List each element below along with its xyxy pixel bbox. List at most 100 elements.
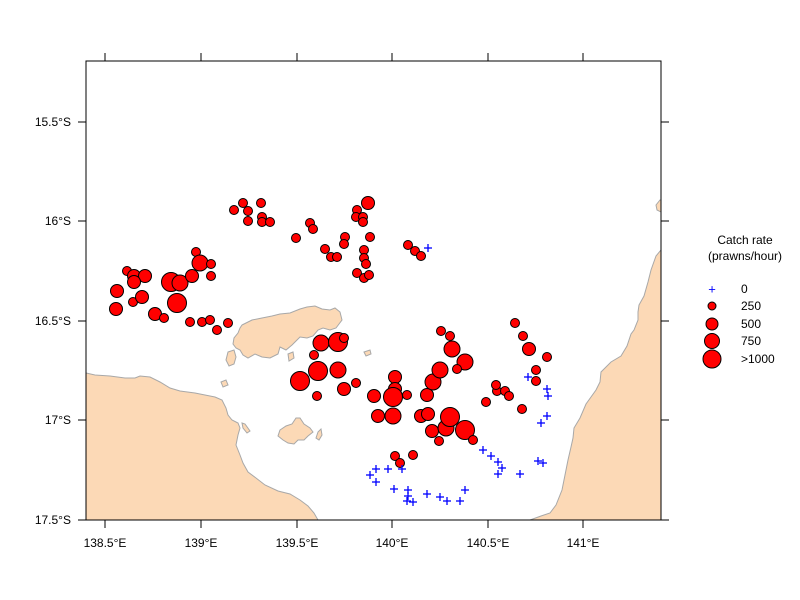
- catch-point: [445, 331, 455, 341]
- catch-point: [332, 252, 342, 262]
- islet: [225, 349, 237, 367]
- catch-point: [452, 364, 462, 374]
- zero-catch-point: [539, 459, 547, 467]
- legend-title-line2: (prawns/hour): [707, 249, 783, 263]
- catch-point: [339, 239, 349, 249]
- zero-catch-point: [384, 465, 392, 473]
- legend-item-750: 750: [690, 333, 800, 351]
- mainland-east: [529, 249, 661, 520]
- zero-catch-point: [404, 492, 412, 500]
- zero-catch-point: [487, 452, 495, 460]
- catch-point: [434, 436, 444, 446]
- catch-point: [351, 378, 361, 388]
- catch-point: [212, 325, 222, 335]
- catch-point: [109, 302, 123, 316]
- zero-catch-point: [479, 446, 487, 454]
- islet: [241, 422, 251, 434]
- catch-point: [388, 370, 402, 384]
- y-tick-label: 16°S: [45, 214, 71, 228]
- legend-label: 0: [741, 281, 748, 296]
- y-axis: 15.5°S 16°S 16.5°S 17°S 17.5°S: [35, 115, 669, 527]
- catch-point: [238, 198, 248, 208]
- zero-catch-point: [372, 465, 380, 473]
- catch-point: [531, 376, 541, 386]
- y-tick-label: 15.5°S: [35, 115, 71, 129]
- catch-point: [531, 365, 541, 375]
- catch-point: [440, 407, 460, 427]
- zero-catch-point: [494, 458, 502, 466]
- catch-point: [256, 198, 266, 208]
- catch-point: [309, 350, 319, 360]
- catch-point: [191, 254, 209, 272]
- catch-point: [436, 326, 446, 336]
- x-tick-label: 139°E: [185, 536, 218, 550]
- legend-item-250: 250: [690, 298, 800, 316]
- zero-catch-point: [537, 419, 545, 427]
- catch-point: [127, 275, 141, 289]
- catch-point: [367, 389, 381, 403]
- catch-point: [339, 333, 349, 343]
- catch-point: [481, 397, 491, 407]
- catch-point: [518, 331, 528, 341]
- islet: [315, 427, 323, 441]
- zero-catch-point: [403, 497, 411, 505]
- x-tick-label: 140°E: [376, 536, 409, 550]
- catch-point: [383, 387, 403, 407]
- zero-catch-point: [424, 244, 432, 252]
- y-tick-label: 16.5°S: [35, 314, 71, 328]
- legend-item-500: 500: [690, 315, 800, 333]
- mainland-west: [86, 372, 319, 520]
- catch-point: [308, 361, 328, 381]
- catch-point: [443, 340, 461, 358]
- zero-catch-point: [461, 486, 469, 494]
- plus-icon: +: [708, 281, 716, 297]
- zero-catch-point: [543, 385, 551, 393]
- catch-point: [329, 361, 347, 379]
- x-tick-label: 138.5°E: [84, 536, 127, 550]
- zero-catch-point: [366, 471, 374, 479]
- catch-point: [290, 371, 310, 391]
- zero-catch-point: [372, 478, 380, 486]
- zero-catch-point: [443, 497, 451, 505]
- catch-point: [358, 217, 368, 227]
- catch-point: [223, 318, 233, 328]
- circle-icon: [702, 349, 722, 369]
- zero-catch-point: [423, 490, 431, 498]
- catch-point: [320, 244, 330, 254]
- zero-catch-point: [398, 465, 406, 473]
- catch-point: [205, 315, 215, 325]
- catch-point: [468, 435, 478, 445]
- catch-point: [402, 390, 412, 400]
- catch-point: [517, 404, 527, 414]
- x-tick-label: 141°E: [567, 536, 600, 550]
- plot-frame: [85, 60, 662, 521]
- catch-point: [390, 451, 400, 461]
- circle-icon: [704, 333, 720, 350]
- catch-point: [185, 317, 195, 327]
- catch-point: [384, 407, 402, 425]
- catch-point: [416, 251, 426, 261]
- zero-catch-point: [390, 485, 398, 493]
- catch-point: [522, 342, 536, 356]
- catch-point: [361, 196, 375, 210]
- zero-catch-point: [524, 373, 532, 381]
- legend-label: 750: [741, 334, 762, 349]
- catch-point: [185, 269, 199, 283]
- zero-catch-point: [544, 392, 552, 400]
- catch-point: [135, 290, 149, 304]
- zero-catch-point: [543, 412, 551, 420]
- zero-catch-point: [534, 457, 542, 465]
- catch-point: [229, 205, 239, 215]
- islet: [287, 351, 295, 362]
- catch-point: [395, 458, 405, 468]
- catch-point: [420, 388, 434, 402]
- zero-catch-point: [409, 498, 417, 506]
- legend-item-1000: >1000: [690, 349, 800, 369]
- legend-label: 500: [741, 316, 762, 331]
- catch-point: [312, 334, 330, 352]
- catch-point: [308, 224, 318, 234]
- catch-point: [167, 293, 187, 313]
- zero-catch-point: [498, 464, 506, 472]
- catch-point: [265, 217, 275, 227]
